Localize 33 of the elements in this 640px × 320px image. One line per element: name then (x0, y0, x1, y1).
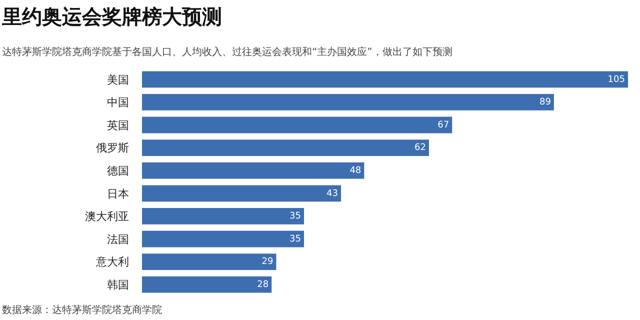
data-label: 35 (290, 212, 301, 222)
bar (142, 208, 304, 224)
y-tick-label: 英国 (107, 118, 129, 132)
y-tick-label: 意大利 (95, 256, 129, 269)
bar (142, 230, 304, 248)
y-tick-label: 韩国 (107, 278, 129, 292)
data-label: 28 (257, 280, 269, 290)
chart-title: 里约奥运会奖牌榜大预测 (0, 4, 222, 29)
data-label: 35 (290, 234, 301, 244)
bar (142, 276, 272, 293)
data-label: 29 (262, 257, 274, 268)
y-tick-label: 日本 (107, 187, 129, 200)
bar (142, 140, 429, 156)
bar (142, 71, 628, 88)
bar (142, 94, 554, 110)
y-tick-label: 中国 (107, 96, 129, 110)
bar (142, 185, 342, 202)
bar (142, 254, 276, 270)
data-label: 62 (414, 143, 426, 154)
source-note: 数据来源：达特茅斯学院塔克商学院 (2, 304, 162, 316)
y-tick-label: 澳大利亚 (85, 210, 129, 224)
data-label: 48 (350, 166, 362, 176)
bar (142, 116, 452, 134)
bar (142, 162, 364, 179)
data-label: 105 (608, 74, 625, 85)
data-label: 67 (438, 120, 450, 130)
y-tick-label: 俄罗斯 (96, 142, 129, 155)
data-label: 43 (326, 188, 338, 199)
y-tick-label: 美国 (107, 73, 129, 86)
y-tick-label: 法国 (107, 232, 129, 246)
chart-subtitle: 达特茅斯学院塔克商学院基于各国人口、人均收入、过往奥运会表现和“主办国效应”，做出了如下预测 (2, 46, 452, 58)
data-label: 89 (539, 98, 552, 108)
y-tick-label: 德国 (107, 164, 129, 178)
